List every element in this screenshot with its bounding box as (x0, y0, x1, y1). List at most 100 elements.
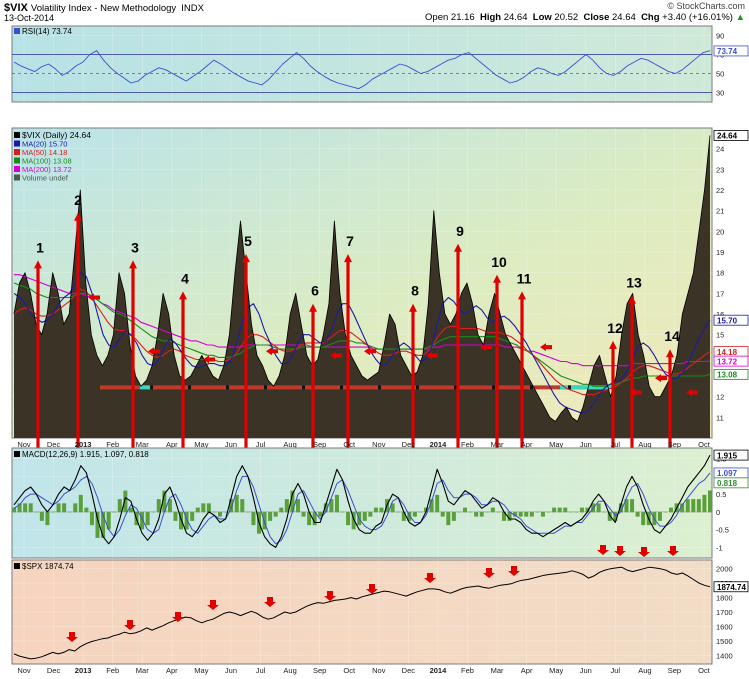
ma100-line (13, 282, 711, 387)
support-marker (454, 385, 457, 390)
macd-histogram-bar (140, 511, 145, 530)
macd-histogram-bar (474, 511, 479, 517)
side-arrow (426, 351, 438, 360)
side-arrow (655, 374, 667, 383)
support-marker (378, 385, 381, 390)
vix-x-label: Dec (47, 440, 61, 449)
vix-tick-label: 24 (716, 145, 724, 154)
macd-histogram-bar (351, 511, 356, 530)
peak-label: 12 (607, 320, 623, 336)
vix-x-label: Jul (611, 440, 621, 449)
spx-x-label: Jul (611, 666, 621, 675)
vix-tick-label: 18 (716, 269, 724, 278)
vix-legend-item: MA(50) 14.18 (22, 148, 67, 157)
spx-legend-swatch (14, 563, 20, 569)
macd-histogram-bar (45, 511, 50, 526)
macd-histogram-bar (73, 503, 78, 513)
macd-histogram-bar (123, 490, 128, 513)
macd-histogram-bar (529, 511, 534, 517)
side-arrow (330, 351, 342, 360)
macd-histogram-bar (28, 503, 33, 513)
support-marker (492, 385, 495, 390)
side-arrow (148, 347, 160, 356)
peak-label: 3 (131, 239, 139, 255)
macd-histogram-bar (318, 511, 323, 517)
spx-x-label: Aug (638, 666, 651, 675)
macd-histogram-bar (117, 499, 122, 513)
macd-histogram-bar (179, 511, 184, 530)
vix-badge: 13.08 (717, 371, 738, 380)
vix-badge-bg (713, 355, 749, 367)
rsi-panel (11, 25, 713, 103)
vix-badge: 24.64 (717, 132, 738, 141)
macd-histogram-bar (323, 503, 328, 513)
spx-tick-label: 2000 (716, 565, 733, 574)
spx-down-arrow (172, 612, 184, 622)
vix-badge: 13.72 (717, 357, 738, 366)
macd-histogram-bar (284, 499, 289, 513)
macd-histogram-bar (78, 494, 83, 513)
macd-histogram-bar (184, 511, 189, 530)
rsi-badge: 73.74 (717, 47, 738, 56)
macd-histogram-bar (84, 507, 89, 513)
macd-tick-label: -0.5 (716, 526, 729, 535)
vix-x-label: Jun (225, 440, 237, 449)
vix-x-label: Sep (668, 440, 681, 449)
macd-tick-label: -1 (716, 543, 723, 552)
macd-histogram-bar (218, 511, 223, 517)
spx-down-arrow (597, 545, 609, 555)
vix-legend-item: MA(200) 13.72 (22, 165, 72, 174)
macd-histogram-bar (373, 507, 378, 513)
macd-histogram-bar (17, 503, 22, 513)
macd-histogram-bar (290, 490, 295, 513)
macd-histogram-bar (195, 507, 200, 513)
macd-histogram-bar (479, 511, 484, 517)
macd-histogram-bar (657, 511, 662, 521)
side-arrow (630, 388, 642, 397)
macd-tick-label: 0 (716, 508, 720, 517)
macd-histogram-bar (368, 511, 373, 517)
spx-x-label: Sep (313, 666, 326, 675)
macd-histogram-bar (680, 503, 685, 513)
spx-x-label: Nov (17, 666, 31, 675)
vix-tick-label: 17 (716, 289, 724, 298)
rsi-line (13, 50, 711, 90)
side-arrow (480, 343, 492, 352)
macd-histogram-bar (557, 507, 562, 513)
peak-arrow-head (242, 254, 250, 263)
macd-histogram-bar (446, 511, 451, 526)
spx-down-arrow (483, 568, 495, 578)
peak-arrow-head (344, 254, 352, 263)
macd-legend-swatch (14, 451, 20, 457)
peak-arrow-head (309, 303, 317, 312)
side-arrow (203, 355, 215, 364)
spx-down-arrow (124, 620, 136, 630)
macd-histogram-bar (334, 494, 339, 513)
macd-histogram-bar (669, 507, 674, 513)
peak-label: 9 (456, 223, 464, 239)
vix-badge: 15.70 (717, 317, 738, 326)
vix-tick-label: 21 (716, 207, 724, 216)
macd-panel (11, 447, 713, 559)
macd-histogram-bar (234, 494, 239, 513)
rsi-label: RSI(14) 73.74 (22, 27, 72, 36)
vix-legend-swatch (14, 157, 20, 164)
macd-histogram-bar (12, 507, 16, 513)
vix-x-label: Nov (372, 440, 386, 449)
macd-histogram-bar (268, 511, 273, 521)
support-marker (416, 385, 419, 390)
vix-tick-label: 23 (716, 165, 724, 174)
macd-histogram-bar (251, 511, 256, 526)
vix-x-label: Mar (491, 440, 504, 449)
vix-legend-swatch (14, 140, 20, 147)
vix-x-label: Jul (256, 440, 266, 449)
spx-tick-label: 1500 (716, 637, 733, 646)
symbol-name: Volatility Index - New Methodology (30, 3, 177, 14)
spx-badge: 1874.74 (717, 583, 746, 592)
macd-histogram-bar (329, 499, 334, 513)
vix-area (14, 135, 710, 438)
macd-histogram-bar (552, 507, 557, 513)
support-marker (150, 385, 153, 390)
peak-arrow-head (493, 274, 501, 283)
